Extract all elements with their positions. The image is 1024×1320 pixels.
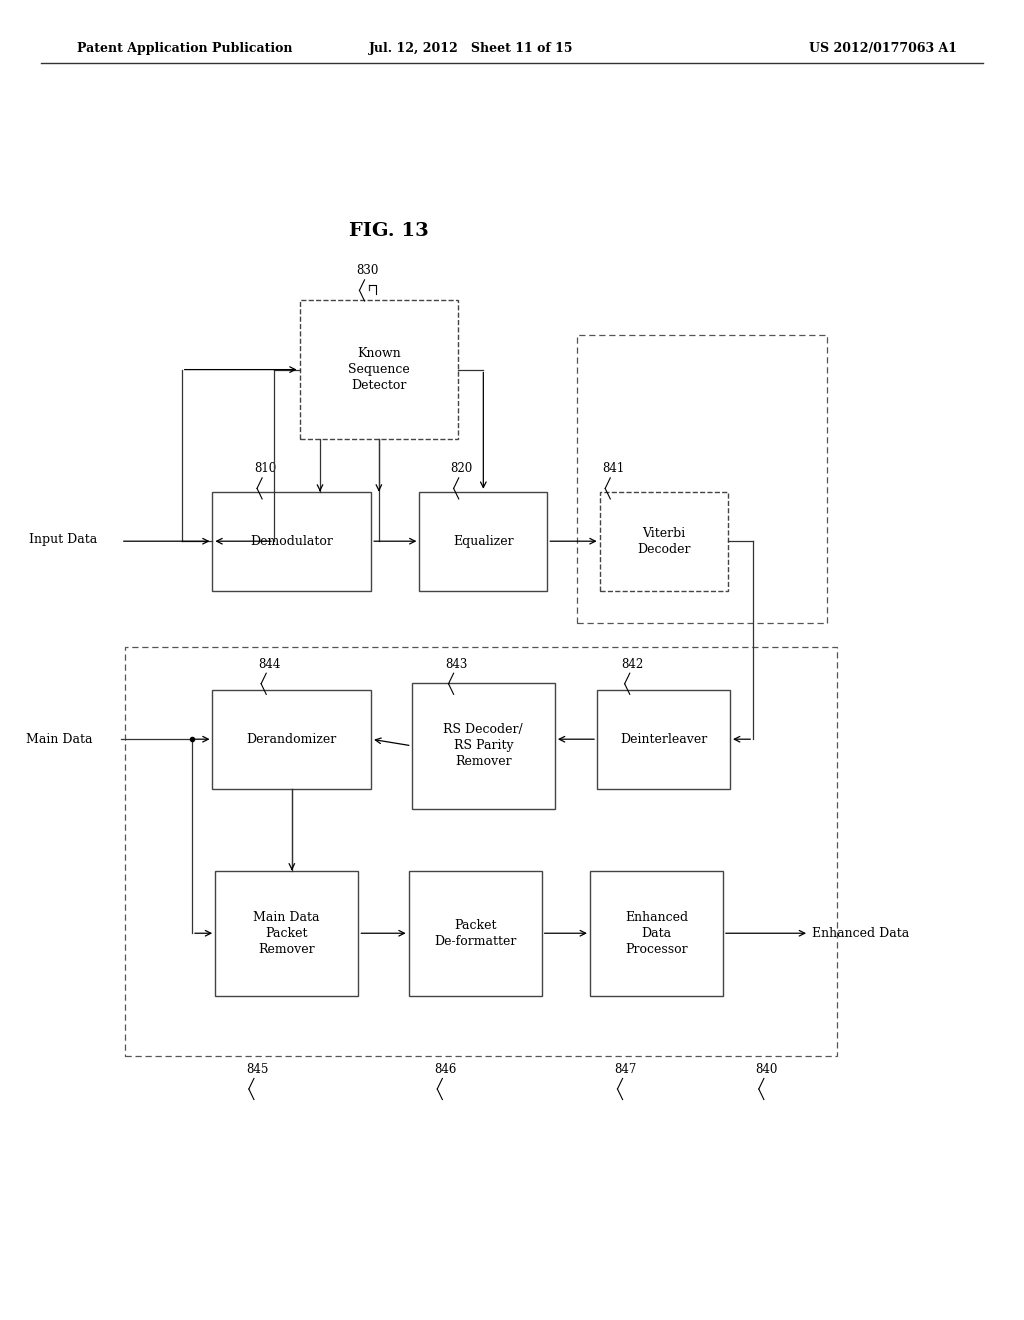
Text: FIG. 13: FIG. 13 [349,222,429,240]
Text: Main Data: Main Data [27,733,92,746]
Text: Known
Sequence
Detector: Known Sequence Detector [348,347,410,392]
Text: Patent Application Publication: Patent Application Publication [77,42,292,55]
Bar [299,300,459,438]
Text: 847: 847 [614,1063,637,1076]
Text: 842: 842 [622,657,644,671]
Text: 820: 820 [451,462,473,475]
Text: 841: 841 [602,462,625,475]
Bar [412,682,555,808]
Text: Enhanced Data: Enhanced Data [812,927,909,940]
Text: 844: 844 [258,657,281,671]
Bar [125,647,837,1056]
Text: 810: 810 [254,462,276,475]
Text: RS Decoder/
RS Parity
Remover: RS Decoder/ RS Parity Remover [443,723,523,768]
Bar [409,871,542,995]
Bar [420,492,547,591]
Text: Main Data
Packet
Remover: Main Data Packet Remover [254,911,319,956]
Bar [577,335,827,623]
Bar [212,492,371,591]
Text: 840: 840 [756,1063,778,1076]
Text: 830: 830 [356,264,379,277]
Text: US 2012/0177063 A1: US 2012/0177063 A1 [809,42,957,55]
Bar [597,689,730,788]
Text: Jul. 12, 2012   Sheet 11 of 15: Jul. 12, 2012 Sheet 11 of 15 [369,42,573,55]
Text: Input Data: Input Data [30,533,97,546]
Text: Derandomizer: Derandomizer [247,733,337,746]
Text: Demodulator: Demodulator [251,535,333,548]
Text: 846: 846 [434,1063,457,1076]
Bar [590,871,723,995]
Text: Equalizer: Equalizer [453,535,514,548]
Text: Deinterleaver: Deinterleaver [620,733,708,746]
Text: 845: 845 [246,1063,268,1076]
Text: 843: 843 [445,657,468,671]
Bar [215,871,358,995]
Text: Packet
De-formatter: Packet De-formatter [434,919,516,948]
Text: Viterbi
Decoder: Viterbi Decoder [637,527,690,556]
Bar [600,492,727,591]
Bar [212,689,371,788]
Text: Enhanced
Data
Processor: Enhanced Data Processor [625,911,688,956]
